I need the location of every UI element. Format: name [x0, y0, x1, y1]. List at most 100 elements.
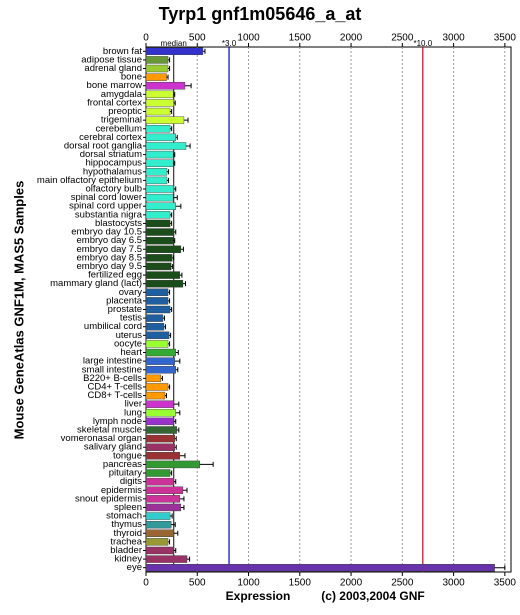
- bar: [145, 409, 176, 417]
- bar: [145, 279, 184, 288]
- y-tick-label: lymph node: [93, 416, 142, 427]
- y-tick-label: kidney: [115, 554, 143, 565]
- bar: [145, 73, 167, 81]
- error-bar: [167, 177, 170, 183]
- bar: [145, 520, 172, 529]
- y-tick-label: CD8+ T-cells: [88, 390, 143, 401]
- error-bar: [168, 298, 171, 304]
- error-bar: [168, 289, 171, 295]
- y-tick-label: olfactory bulb: [85, 184, 142, 195]
- y-tick-label: preoptic: [108, 106, 142, 117]
- y-tick-label: embryo day 7.5: [77, 244, 142, 255]
- bar: [145, 323, 165, 331]
- bar: [145, 366, 176, 374]
- y-tick-label: trachea: [110, 536, 142, 547]
- error-bar: [169, 332, 172, 338]
- bar: [145, 340, 169, 348]
- bar: [145, 185, 174, 193]
- y-tick-label: embryo day 8.5: [77, 252, 142, 263]
- bar: [145, 331, 170, 340]
- bar: [145, 254, 173, 262]
- y-tick-label: uterus: [116, 330, 143, 341]
- y-tick-label: pancreas: [103, 459, 142, 470]
- error-bar: [179, 496, 185, 502]
- y-tick-label: stomach: [106, 511, 142, 522]
- error-bar: [173, 195, 178, 201]
- error-bar: [170, 470, 173, 476]
- y-axis-label: Mouse GeneAtlas GNF1M, MAS5 Samples: [11, 181, 26, 440]
- bar: [145, 443, 175, 451]
- x-tick-label: 0: [143, 33, 149, 44]
- y-tick-label: adrenal gland: [84, 63, 142, 74]
- bar: [145, 271, 181, 279]
- bar: [145, 64, 169, 73]
- bar: [145, 305, 171, 314]
- y-tick-label: brown fat: [103, 46, 142, 57]
- error-bar: [173, 160, 176, 166]
- bar: [145, 417, 174, 426]
- reference-label: median: [161, 39, 187, 48]
- y-tick-label: epidermis: [101, 485, 142, 496]
- bar: [145, 245, 182, 253]
- y-tick-label: cerebral cortex: [79, 132, 142, 143]
- x-tick-label: 1000: [237, 578, 260, 589]
- x-tick-label: 3500: [494, 578, 517, 589]
- error-bar: [173, 530, 179, 536]
- error-bar: [175, 350, 179, 356]
- error-bar: [494, 565, 506, 571]
- chart-title: Tyrp1 gnf1m05646_a_at: [159, 4, 362, 24]
- x-tick-label: 2500: [391, 578, 414, 589]
- bar: [145, 314, 164, 322]
- error-bar: [166, 74, 169, 80]
- error-bar: [173, 401, 180, 407]
- error-bar: [173, 547, 177, 553]
- y-tick-label: pituitary: [109, 468, 143, 479]
- bar: [145, 90, 174, 99]
- y-tick-label: hippocampus: [85, 158, 142, 169]
- bar: [145, 460, 201, 469]
- error-bar: [175, 410, 181, 416]
- error-bar: [187, 556, 191, 562]
- reference-label: *3.0: [222, 39, 237, 48]
- error-bar: [180, 246, 184, 252]
- error-bar: [168, 539, 171, 545]
- y-tick-label: amygdala: [101, 89, 143, 100]
- y-tick-label: vomeronasal organ: [61, 433, 142, 444]
- error-bar: [174, 358, 181, 364]
- bar: [145, 47, 204, 56]
- x-axis-label: Expression: [226, 589, 291, 603]
- bar: [145, 512, 171, 520]
- bar: [145, 563, 495, 572]
- reference-label: *10.0: [413, 39, 432, 48]
- y-tick-label: bone: [121, 72, 142, 83]
- bar: [145, 546, 174, 555]
- bar: [145, 477, 174, 486]
- bar: [145, 159, 174, 167]
- bar: [145, 193, 174, 202]
- x-tick-label: 1000: [237, 33, 260, 44]
- credit: (c) 2003,2004 GNF: [321, 589, 424, 603]
- bar: [145, 400, 174, 408]
- error-bar: [173, 100, 176, 106]
- bar: [145, 495, 181, 503]
- x-tick-label: 2000: [340, 33, 363, 44]
- y-tick-label: small intestine: [82, 364, 142, 375]
- bar: [145, 150, 174, 159]
- bar: [145, 107, 171, 116]
- x-tick-label: 2500: [391, 33, 414, 44]
- y-tick-label: thyroid: [113, 528, 142, 539]
- bar: [145, 236, 174, 245]
- error-bar: [176, 427, 180, 433]
- error-bar: [167, 169, 170, 175]
- bar: [145, 434, 175, 443]
- y-tick-label: main olfactory epithelium: [37, 175, 142, 186]
- bar: [145, 452, 181, 460]
- y-tick-label: tongue: [113, 450, 142, 461]
- error-bar: [173, 418, 177, 424]
- bar: [145, 538, 169, 546]
- error-bar: [173, 229, 177, 235]
- error-bar: [182, 487, 188, 493]
- error-bar: [172, 255, 175, 261]
- x-tick-label: 2000: [340, 578, 363, 589]
- error-bar: [175, 367, 179, 373]
